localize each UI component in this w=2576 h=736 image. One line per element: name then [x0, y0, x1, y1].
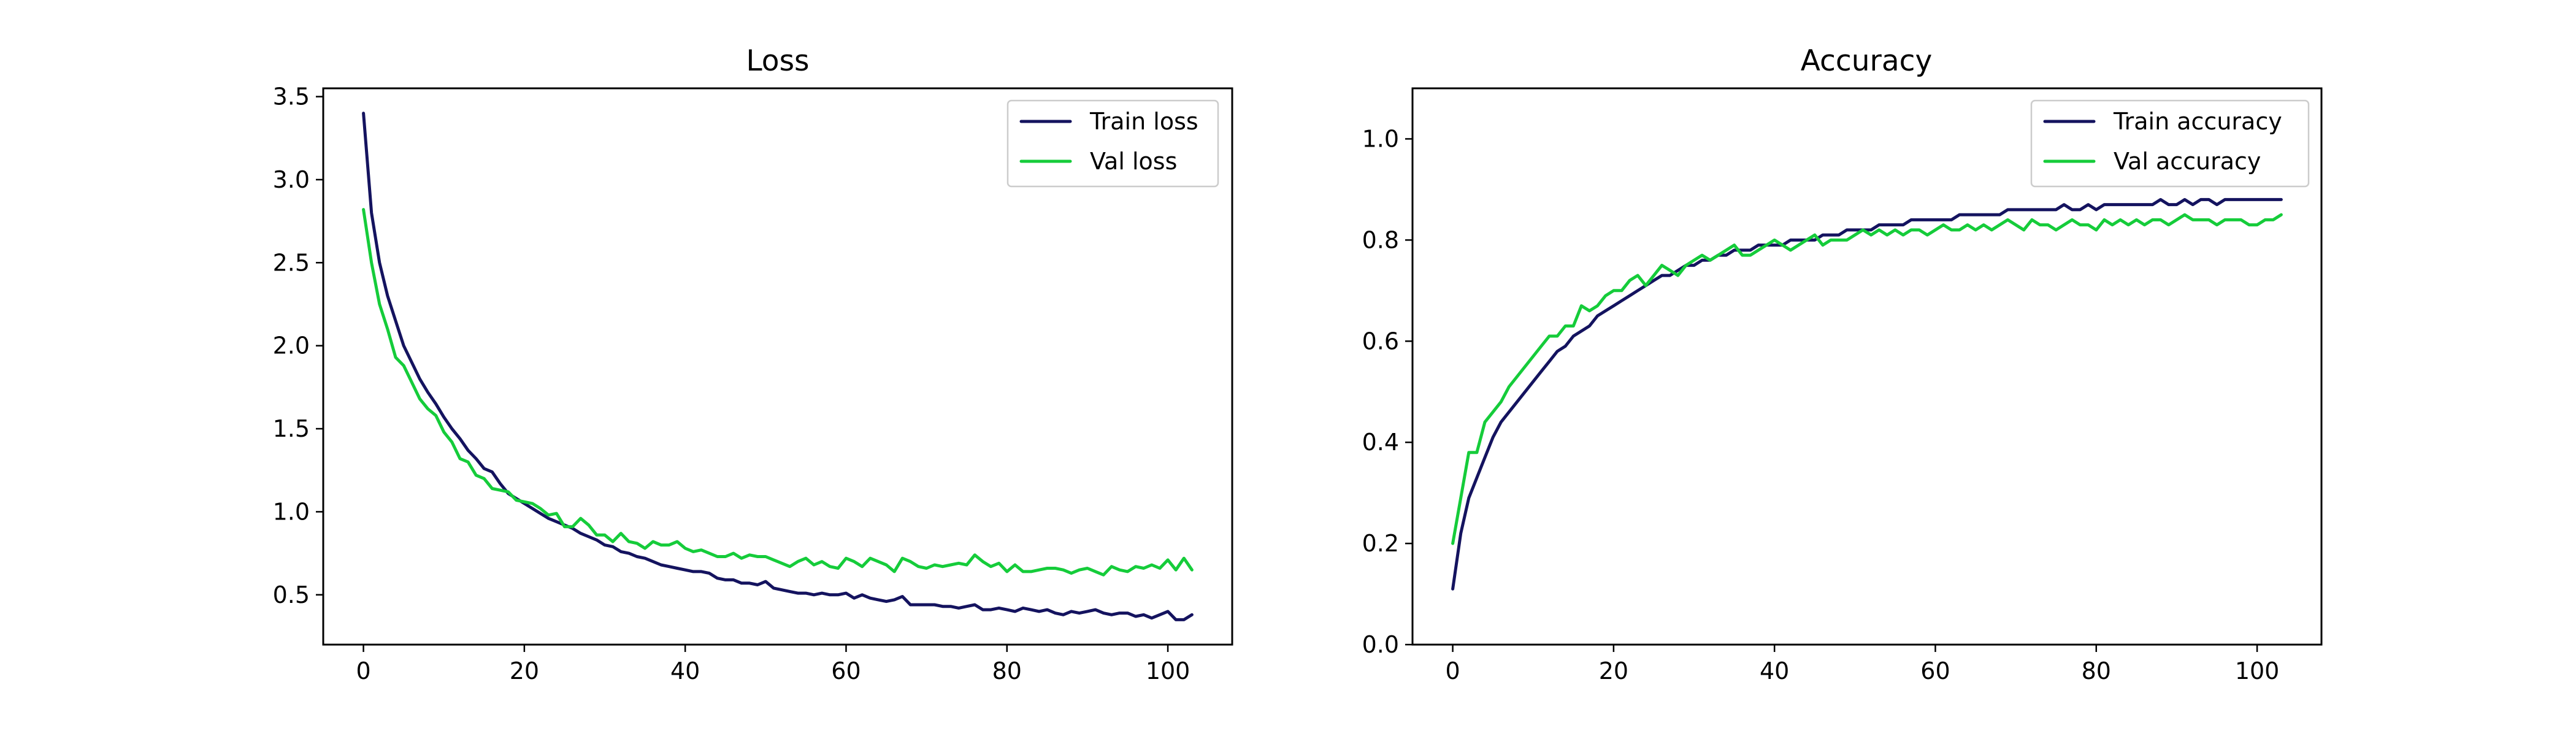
- accuracy-x-tick-label: 0: [1445, 657, 1460, 684]
- accuracy-y-tick-label: 0.0: [1362, 631, 1399, 658]
- loss-y-tick-label: 1.0: [273, 498, 310, 525]
- loss-y-tick-label: 1.5: [273, 415, 310, 442]
- accuracy-y-tick-label: 0.2: [1362, 530, 1399, 557]
- accuracy-x-tick-label: 60: [1920, 657, 1950, 684]
- legend-label-train-accuracy: Train accuracy: [2113, 108, 2282, 135]
- accuracy-series-line-train: [1451, 197, 2283, 591]
- loss-x-tick-label: 100: [1146, 657, 1190, 684]
- loss-y-tick-label: 0.5: [273, 581, 310, 608]
- loss-legend: Train loss Val loss: [1006, 99, 1219, 188]
- accuracy-y-tick-label: 1.0: [1362, 125, 1399, 152]
- accuracy-x-tick-label: 100: [2235, 657, 2280, 684]
- legend-label-val-loss: Val loss: [1090, 148, 1177, 175]
- accuracy-y-tick-label: 0.6: [1362, 328, 1399, 355]
- accuracy-x-tick-label: 80: [2082, 657, 2111, 684]
- legend-label-train-loss: Train loss: [1089, 108, 1198, 135]
- accuracy-y-tick-label: 0.4: [1362, 429, 1399, 456]
- loss-chart-title: Loss: [746, 44, 809, 78]
- accuracy-x-tick-label: 20: [1599, 657, 1628, 684]
- loss-x-tick-label: 0: [356, 657, 370, 684]
- accuracy-legend: Train accuracy Val accuracy: [2030, 99, 2310, 188]
- accuracy-x-tick-label: 40: [1760, 657, 1789, 684]
- accuracy-legend-box: [2030, 99, 2310, 188]
- loss-panel: Loss 0 20 40 60 80 100 0.51.01.52.02.53.03.5 …: [273, 44, 1233, 684]
- loss-x-tick-label: 80: [992, 657, 1022, 684]
- accuracy-axes-frame: [1411, 87, 2323, 646]
- loss-y-tick-label: 2.0: [273, 332, 310, 359]
- loss-y-tick-label: 3.5: [273, 83, 310, 110]
- accuracy-y-tick-label: 0.8: [1362, 226, 1399, 253]
- accuracy-plot-area: [1451, 197, 2283, 591]
- loss-y-ticks: 0.5 1.0 1.5 2.0 2.5 3.0 3.5: [273, 83, 323, 608]
- accuracy-x-ticks: 0 20 40 60 80 100: [1445, 645, 2279, 684]
- loss-y-tick-label: 3.0: [273, 166, 310, 193]
- loss-axes-frame: [322, 87, 1233, 646]
- loss-series-line-val: [362, 208, 1194, 577]
- loss-series-line-train: [362, 112, 1194, 621]
- loss-x-ticks: 0 20 40 60 80 100: [356, 645, 1190, 684]
- loss-x-tick-label: 20: [510, 657, 539, 684]
- accuracy-series-line-val: [1451, 213, 2283, 545]
- accuracy-panel: Accuracy 0 20 40 60 80 100 0.0 0.2 0.4 0.6 0.8 1.0…: [1362, 44, 2323, 684]
- accuracy-chart-title: Accuracy: [1801, 44, 1933, 78]
- loss-plot-area: [362, 112, 1194, 621]
- legend-label-val-accuracy: Val accuracy: [2114, 148, 2261, 175]
- loss-y-tick-label: 2.5: [273, 249, 310, 276]
- loss-x-tick-label: 40: [670, 657, 700, 684]
- loss-x-tick-label: 60: [831, 657, 861, 684]
- accuracy-y-ticks: 0.0 0.2 0.4 0.6 0.8 1.0: [1362, 125, 1413, 658]
